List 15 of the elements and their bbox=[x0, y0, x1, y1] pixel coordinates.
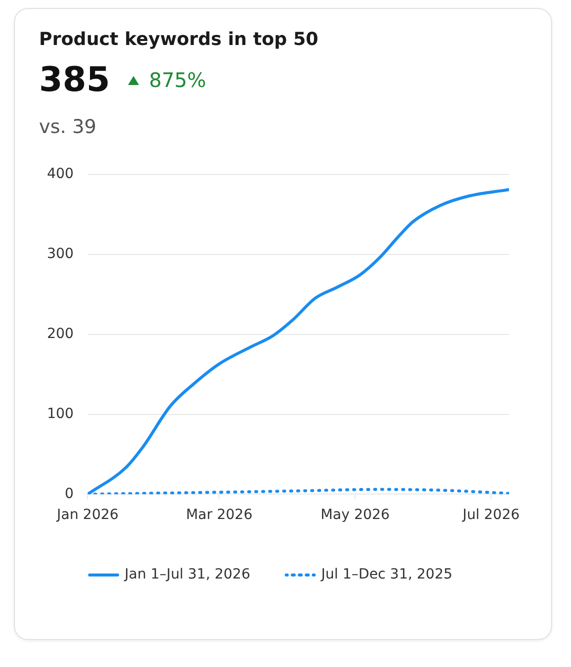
x-tick-label: Jul 2026 bbox=[462, 507, 520, 524]
legend-label: Jul 1–Dec 31, 2025 bbox=[320, 566, 452, 583]
y-tick-label: 0 bbox=[64, 486, 74, 502]
y-tick-label: 400 bbox=[46, 166, 74, 182]
y-tick-label: 100 bbox=[46, 406, 74, 422]
y-tick-label: 200 bbox=[46, 326, 74, 342]
x-tick-label: Mar 2026 bbox=[186, 507, 253, 524]
text: 875% bbox=[148, 68, 206, 92]
y-tick-label: 300 bbox=[46, 246, 74, 262]
text: 385 bbox=[39, 60, 110, 100]
x-tick-label: Jan 2026 bbox=[56, 507, 119, 524]
x-tick-label: May 2026 bbox=[320, 507, 390, 524]
text: vs. 39 bbox=[39, 116, 98, 138]
legend-label: Jan 1–Jul 31, 2026 bbox=[124, 566, 250, 583]
chart-title: Product keywords in top 50 bbox=[39, 29, 320, 50]
